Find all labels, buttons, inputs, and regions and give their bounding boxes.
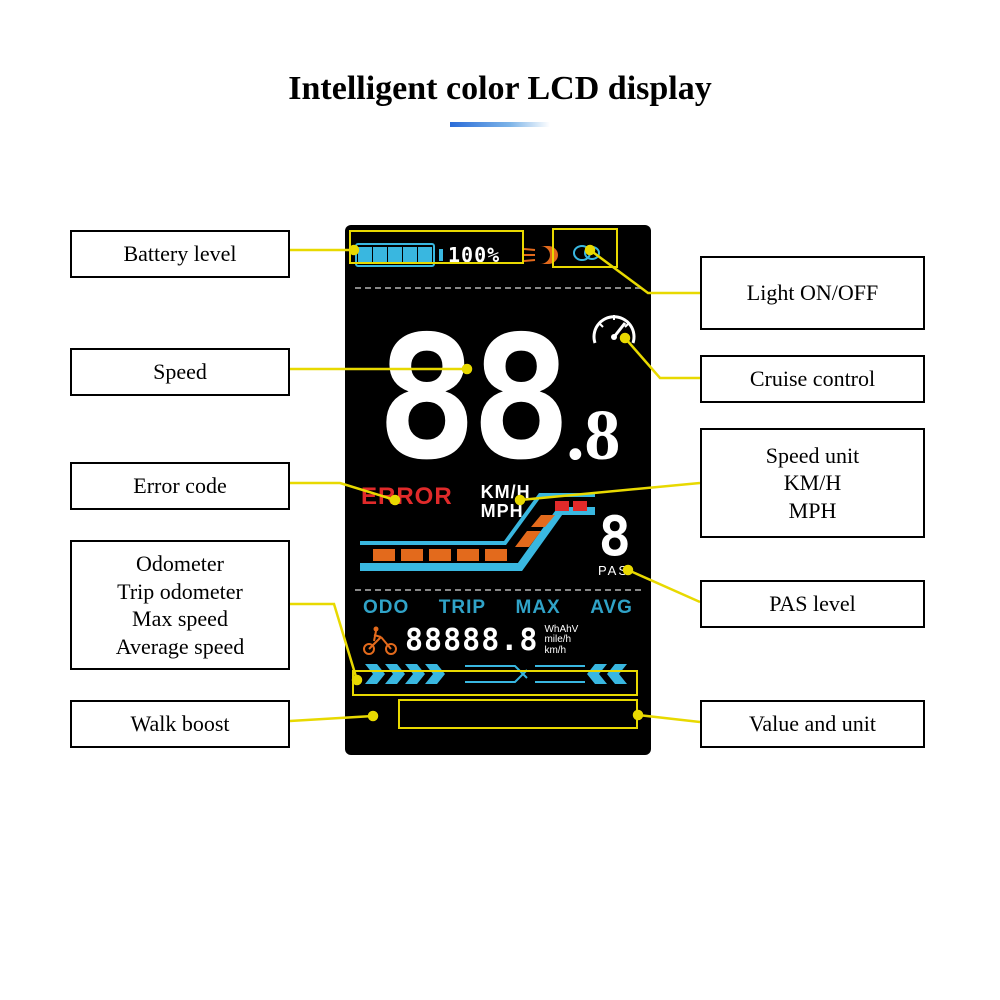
label-cruise-control: Cruise control [700,355,925,403]
light-icon [522,242,562,268]
dashed-divider-1 [355,287,641,289]
mode-avg: AVG [590,597,633,619]
speed-value: 88 [376,321,565,477]
bottom-chevrons [355,660,641,686]
cruise-small-icon [572,243,600,268]
label-pas-level: PAS level [700,580,925,628]
mode-trip: TRIP [439,597,486,619]
pas-value: 8 [598,505,631,568]
odometer-value: 88888.8 [405,623,538,658]
cruise-gauge-icon [589,309,639,355]
lcd-panel: 100% 88 .8 [345,225,651,755]
battery-percent: 100% [448,243,500,267]
battery-icon [355,243,435,267]
label-light-onoff: Light ON/OFF [700,256,925,330]
battery-tip [439,249,443,261]
label-speed: Speed [70,348,290,396]
dashed-divider-2 [355,589,641,591]
mode-odo: ODO [363,597,409,619]
title-underline [450,122,550,127]
power-bar: 8 PAS [355,519,641,587]
page-title: Intelligent color LCD display [0,0,1000,108]
unit-mini-3: km/h [544,646,578,657]
label-value-unit: Value and unit [700,700,925,748]
mode-max: MAX [516,597,561,619]
walk-boost-icon [359,625,399,655]
speed-decimal: .8 [566,394,620,477]
label-odometer-modes: OdometerTrip odometerMax speedAverage sp… [70,540,290,670]
label-speed-unit: Speed unitKM/HMPH [700,428,925,538]
pas-label: PAS [598,563,629,578]
label-walk-boost: Walk boost [70,700,290,748]
label-battery-level: Battery level [70,230,290,278]
unit-mini-2: mile/h [544,635,578,646]
label-error-code: Error code [70,462,290,510]
